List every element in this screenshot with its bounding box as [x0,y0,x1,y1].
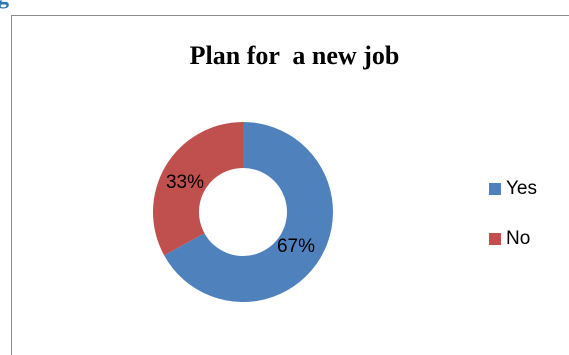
slice-label-yes: 67% [277,236,315,257]
legend-item-yes: Yes [489,175,537,203]
slice-yes [164,122,333,302]
legend-swatch-no [489,233,501,245]
chart-title: Plan for a new job [189,41,400,70]
legend-swatch-yes [489,183,501,195]
page-heading-fragment: g [0,0,11,10]
slice-label-no: 33% [166,172,204,193]
legend-label-yes: Yes [506,178,537,199]
chart-legend: Yes No [489,175,537,275]
legend-item-no: No [489,225,537,253]
donut-chart: 67% 33% [153,122,333,302]
chart-frame [11,15,569,355]
legend-label-no: No [506,228,531,249]
slice-no [153,122,243,256]
